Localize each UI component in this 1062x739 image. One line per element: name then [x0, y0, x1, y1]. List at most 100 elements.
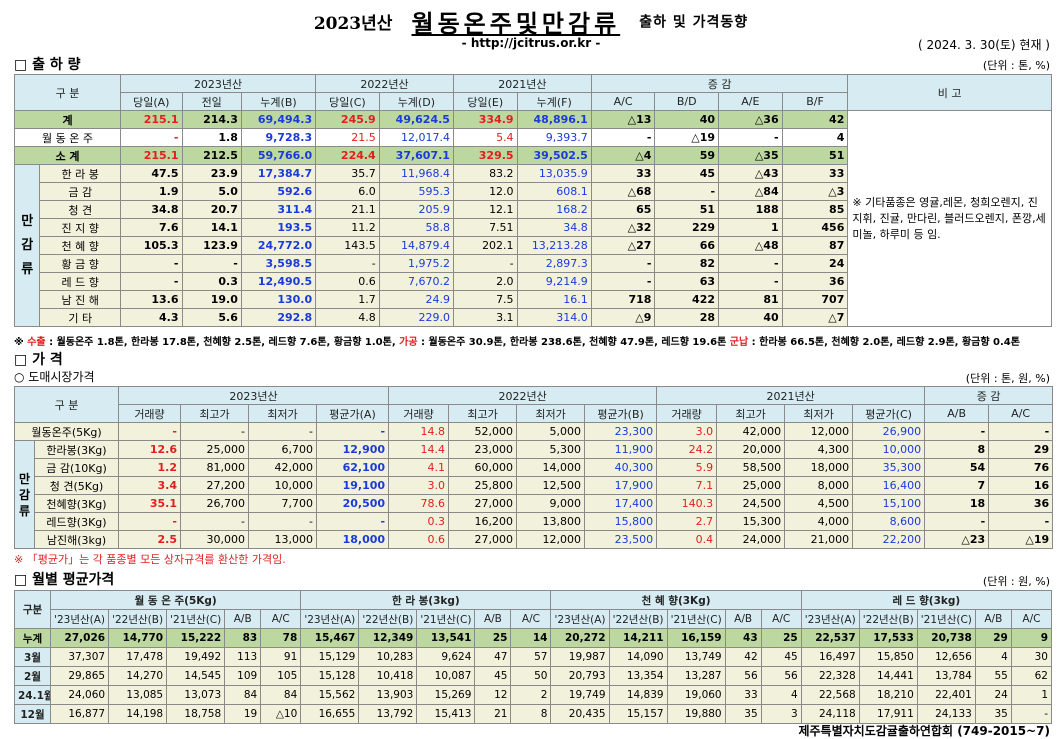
price-cell: 13,000	[248, 530, 317, 549]
price-cell: 20,000	[716, 440, 786, 459]
monthly-section-title: □ 월별 평균가격	[14, 572, 115, 588]
shipment-cell: 595.3	[378, 182, 454, 201]
monthly-cell: 24,060	[50, 685, 110, 705]
shipment-cell: 40	[654, 110, 720, 129]
shipment-cell: 456	[781, 218, 849, 237]
monthly-cell: -	[1010, 704, 1053, 724]
monthly-cell: 56	[760, 666, 802, 686]
price-section-title: □ 가 격	[14, 352, 63, 368]
shipment-col-header: B/D	[654, 92, 720, 111]
monthly-cell: 15,128	[300, 666, 360, 686]
shipment-row: 남 진 해 13.6 19.0 130.0 1.7 24.9 7.5 16.1 718 422 81…	[15, 290, 1052, 309]
shipment-cell: △27	[590, 236, 656, 255]
price-row-label: 월동온주(5Kg)	[14, 422, 119, 441]
site-url[interactable]: - http://jcitrus.or.kr -	[461, 36, 601, 50]
shipment-cell: 5.0	[181, 182, 242, 201]
monthly-cell: 84	[260, 685, 302, 705]
shipment-cell: 12,017.4	[378, 128, 454, 147]
price-cell: 23,000	[448, 440, 518, 459]
price-cell: 8,600	[852, 512, 926, 531]
monthly-cell: 15,129	[300, 647, 360, 667]
monthly-cell: 15,222	[166, 628, 226, 648]
monthly-cell: 13,784	[916, 666, 976, 686]
monthly-cell: 12,349	[358, 628, 418, 648]
price-cell: 60,000	[448, 458, 518, 477]
price-row: 월동온주(5Kg) - - - -14.8 52,000 5,000 23,300 3.0 42,…	[14, 422, 1054, 441]
shipment-cell: -	[181, 254, 242, 273]
price-cell: 25,000	[716, 476, 786, 495]
shipment-cell: △68	[590, 182, 656, 201]
price-cell: 4.1	[388, 458, 450, 477]
monthly-cell: 8	[510, 704, 552, 724]
shipment-cell: 58.8	[378, 218, 454, 237]
price-cell: 16	[988, 476, 1054, 495]
shipment-cell: 24.9	[378, 290, 454, 309]
shipment-cell: -	[452, 254, 518, 273]
shipment-row: 황 금 향 - -3,598.5-1,975.2-2,897.3-82-24	[15, 254, 1052, 273]
shipment-row-label: 레 드 향	[39, 272, 122, 291]
shipment-cell: 39,502.5	[516, 146, 592, 165]
shipment-row-label: 진 지 향	[39, 218, 122, 237]
price-cell: 2.5	[118, 530, 181, 549]
price-col-header: 평균가(C)	[852, 404, 926, 423]
price-cell: 12,500	[516, 476, 586, 495]
shipment-cell: 14,879.4	[378, 236, 454, 255]
shipment-cell: 229.0	[378, 308, 454, 327]
shipment-cell: -	[120, 128, 183, 147]
shipment-cell: 202.1	[452, 236, 518, 255]
shipment-cell: 20.7	[181, 200, 242, 219]
price-cell: 40,300	[584, 458, 658, 477]
shipment-cell: -	[654, 182, 720, 201]
shipment-cell: 7.6	[120, 218, 183, 237]
shipment-cell: 123.9	[181, 236, 242, 255]
monthly-col-header: '22년산(B)	[858, 609, 918, 629]
price-row: 레드향(3Kg) - - - -0.3 16,200 13,800 15,800 2.7 15,3…	[15, 512, 1054, 531]
shipment-cell: △13	[590, 110, 656, 129]
monthly-cell: 16,877	[50, 704, 110, 724]
monthly-row-label: 12월	[13, 704, 52, 724]
monthly-row: 24.1월 24,060 13,085 13,073 84 84 15,562 13,903 1…	[13, 685, 1053, 705]
price-row: 천혜향(3Kg) 35.1 26,700 7,700 20,500 78.6 27,000 9…	[15, 494, 1054, 513]
shipment-cell: 1.9	[120, 182, 183, 201]
shipment-col-header: 당일(C)	[315, 92, 380, 111]
shipment-cell: 143.5	[315, 236, 380, 255]
shipment-cell: 5.4	[452, 128, 518, 147]
price-cell: 8	[924, 440, 990, 459]
shipment-cell: △84	[718, 182, 783, 201]
price-cell: 1.2	[118, 458, 181, 477]
price-side-label: 만감류	[14, 440, 35, 549]
shipment-unit: (단위 : 톤, %)	[982, 59, 1050, 72]
monthly-cell: 15,562	[300, 685, 360, 705]
monthly-col-header: '23년산(A)	[800, 609, 860, 629]
shipment-cell: 16.1	[516, 290, 592, 309]
shipment-cell: △4	[590, 146, 656, 165]
shipment-cell: △32	[590, 218, 656, 237]
shipment-cell: △48	[718, 236, 783, 255]
shipment-cell: 6.0	[315, 182, 380, 201]
shipment-cell: △43	[718, 164, 783, 183]
price-cell: 0.6	[388, 530, 450, 549]
price-col-header: 최고가	[716, 404, 786, 423]
shipment-cell: 48,896.1	[516, 110, 592, 129]
price-cell: 7,700	[248, 494, 317, 513]
price-col-header: 거래량	[656, 404, 718, 423]
monthly-col-header: A/B	[474, 609, 512, 629]
shipment-cell: 35.7	[315, 164, 380, 183]
shipment-cell: 12.1	[452, 200, 518, 219]
shipment-row-label: 기 타	[39, 308, 122, 327]
monthly-col-header: '22년산(B)	[108, 609, 168, 629]
shipment-section-title: □ 출 하 량	[14, 57, 81, 73]
monthly-cell: 24	[974, 685, 1012, 705]
price-cell: 18	[924, 494, 990, 513]
shipment-cell: 3,598.5	[240, 254, 317, 273]
price-cell: 25,000	[180, 440, 249, 459]
note-prefix: ※	[14, 337, 28, 348]
shipment-cell: △36	[718, 110, 783, 129]
shipment-cell: -	[120, 272, 183, 291]
price-cell: 23,300	[584, 422, 658, 441]
shipment-col-header: 전일	[181, 92, 242, 111]
monthly-cell: 19,880	[666, 704, 726, 724]
price-cell: -	[180, 512, 249, 531]
price-cell: 17,900	[584, 476, 658, 495]
shipment-cell: 229	[654, 218, 720, 237]
